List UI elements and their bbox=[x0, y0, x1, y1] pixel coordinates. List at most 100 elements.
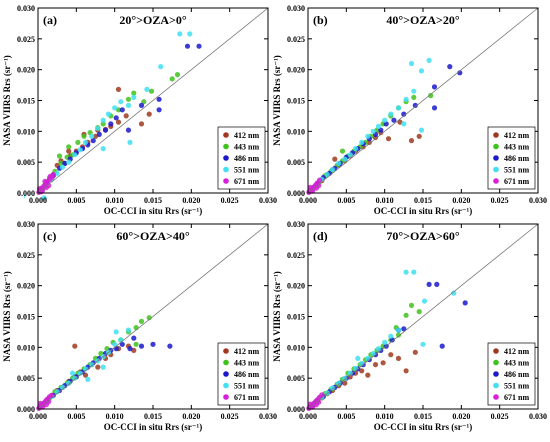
data-point bbox=[395, 332, 402, 338]
data-point bbox=[307, 184, 313, 190]
data-point bbox=[41, 195, 47, 201]
x-tick-label: 0.020 bbox=[452, 412, 470, 421]
legend-marker bbox=[223, 132, 229, 138]
legend-label: 443 nm bbox=[504, 143, 529, 152]
data-point bbox=[118, 99, 124, 105]
x-axis-label: OC-CCI in situ Rrs (sr⁻¹) bbox=[374, 206, 472, 216]
x-tick-label: 0.010 bbox=[376, 196, 394, 205]
legend: 412 nm 443 nm 486 nm 551 nm 671 nm bbox=[217, 126, 266, 190]
x-tick-label: 0.000 bbox=[299, 412, 317, 421]
legend-label: 412 nm bbox=[234, 131, 259, 140]
data-point bbox=[332, 156, 338, 162]
data-point bbox=[307, 401, 313, 407]
data-point bbox=[138, 102, 145, 108]
data-point bbox=[102, 127, 109, 133]
data-point bbox=[426, 57, 432, 64]
y-axis-label: NASA VIIRS Rrs (sr⁻¹) bbox=[2, 271, 12, 362]
y-tick-label: 0.005 bbox=[287, 158, 305, 167]
data-point bbox=[187, 31, 193, 37]
data-point bbox=[24, 193, 26, 199]
data-point bbox=[366, 139, 372, 145]
legend-marker bbox=[223, 371, 229, 377]
data-point bbox=[421, 298, 428, 304]
data-point bbox=[62, 160, 68, 166]
data-point bbox=[319, 392, 325, 398]
data-point bbox=[146, 111, 152, 117]
x-tick-label: 0.025 bbox=[221, 196, 239, 205]
y-tick-label: 0.010 bbox=[17, 343, 35, 352]
data-point bbox=[85, 376, 91, 382]
legend-marker bbox=[223, 359, 229, 366]
x-tick-label: 0.005 bbox=[67, 412, 85, 421]
data-point bbox=[329, 385, 336, 391]
data-point bbox=[434, 281, 440, 287]
data-point bbox=[375, 123, 382, 129]
x-axis-label: OC-CCI in situ Rrs (sr⁻¹) bbox=[374, 422, 472, 432]
data-point bbox=[66, 380, 72, 386]
data-point bbox=[365, 133, 371, 139]
data-point bbox=[148, 88, 155, 94]
legend-label: 486 nm bbox=[504, 370, 529, 379]
y-axis-label: NASA VIIRS Rrs (sr⁻¹) bbox=[272, 271, 282, 362]
data-point bbox=[167, 343, 173, 349]
data-point bbox=[184, 43, 191, 49]
data-point bbox=[316, 183, 322, 189]
data-point bbox=[403, 312, 409, 318]
one-to-one-line bbox=[307, 7, 539, 194]
x-tick-label: 0.010 bbox=[106, 196, 124, 205]
data-point bbox=[401, 326, 407, 332]
data-point bbox=[156, 107, 162, 113]
series-443-nm bbox=[41, 72, 181, 189]
data-point bbox=[382, 117, 388, 123]
y-tick-label: 0.000 bbox=[287, 189, 305, 198]
data-point bbox=[95, 364, 101, 370]
panel-title: 60°>OZA>40° bbox=[116, 229, 189, 243]
data-point bbox=[408, 138, 415, 144]
data-point bbox=[125, 327, 132, 333]
data-point bbox=[119, 341, 125, 347]
legend-label: 671 nm bbox=[504, 177, 529, 186]
data-point bbox=[439, 343, 445, 349]
scatter-points bbox=[24, 31, 202, 201]
data-point bbox=[388, 333, 394, 339]
legend-label: 551 nm bbox=[234, 166, 259, 175]
legend-label: 486 nm bbox=[234, 370, 259, 379]
legend: 412 nm 443 nm 486 nm 551 nm 671 nm bbox=[487, 342, 536, 406]
data-point bbox=[395, 105, 402, 111]
data-point bbox=[416, 309, 422, 315]
data-point bbox=[125, 127, 132, 133]
x-tick-label: 0.020 bbox=[182, 412, 200, 421]
legend-label: 412 nm bbox=[234, 347, 259, 356]
data-point bbox=[77, 147, 83, 153]
data-point bbox=[339, 148, 346, 154]
data-point bbox=[100, 117, 106, 123]
data-point bbox=[118, 337, 124, 343]
data-point bbox=[411, 94, 417, 100]
legend-label: 671 nm bbox=[234, 393, 259, 402]
data-point bbox=[46, 183, 52, 189]
legend-marker bbox=[223, 166, 229, 173]
data-point bbox=[416, 133, 422, 139]
data-point bbox=[431, 105, 438, 111]
data-point bbox=[365, 355, 371, 361]
data-point bbox=[119, 107, 125, 113]
data-point bbox=[138, 343, 145, 349]
legend-marker bbox=[223, 143, 229, 150]
y-tick-label: 0.015 bbox=[287, 313, 305, 322]
legend-marker bbox=[223, 394, 229, 400]
y-tick-label: 0.010 bbox=[17, 127, 35, 136]
data-point bbox=[359, 139, 365, 145]
y-tick-label: 0.000 bbox=[17, 189, 35, 198]
scatter-points bbox=[306, 57, 463, 195]
scatter-points bbox=[36, 315, 173, 411]
data-point bbox=[391, 117, 397, 123]
data-point bbox=[56, 153, 63, 159]
y-tick-label: 0.030 bbox=[287, 220, 305, 229]
panel-title: 20°>OZA>0° bbox=[119, 13, 186, 27]
panel-label: (b) bbox=[313, 13, 328, 27]
data-point bbox=[89, 362, 95, 368]
data-point bbox=[426, 281, 432, 287]
data-point bbox=[125, 96, 132, 102]
x-tick-label: 0.025 bbox=[491, 412, 509, 421]
